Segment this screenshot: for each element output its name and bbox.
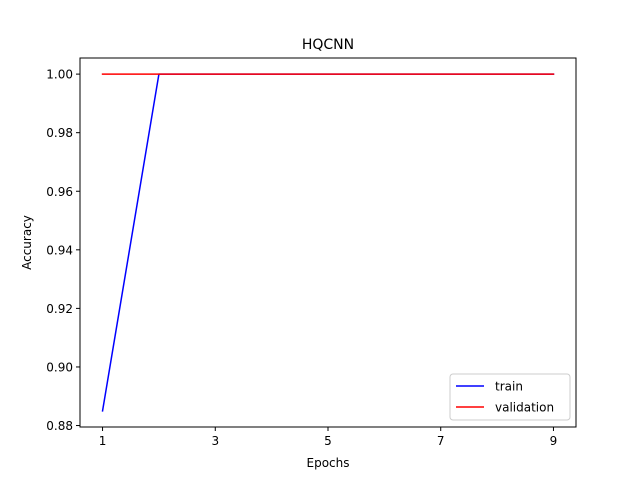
y-axis-label: Accuracy xyxy=(20,215,34,270)
y-axis: 0.88 0.90 0.92 0.94 0.96 0.98 1.00 xyxy=(46,68,80,433)
x-axis-label: Epochs xyxy=(307,456,350,470)
x-tick-label: 5 xyxy=(324,434,332,448)
y-tick-label: 0.90 xyxy=(46,360,73,374)
y-tick-label: 0.92 xyxy=(46,302,73,316)
chart-title: HQCNN xyxy=(302,37,354,53)
y-tick-label: 0.94 xyxy=(46,243,73,257)
series-lines xyxy=(101,73,555,412)
x-axis: 1 3 5 7 9 xyxy=(99,427,558,448)
x-tick-label: 1 xyxy=(99,434,107,448)
x-tick-label: 3 xyxy=(211,434,219,448)
legend-label-validation: validation xyxy=(495,401,554,415)
y-tick-label: 1.00 xyxy=(46,68,73,82)
y-tick-label: 0.96 xyxy=(46,185,73,199)
y-tick-label: 0.88 xyxy=(46,419,73,433)
x-tick-label: 7 xyxy=(437,434,445,448)
legend-label-train: train xyxy=(495,380,523,394)
x-tick-label: 9 xyxy=(550,434,558,448)
legend: train validation xyxy=(449,373,571,421)
y-tick-label: 0.98 xyxy=(46,126,73,140)
